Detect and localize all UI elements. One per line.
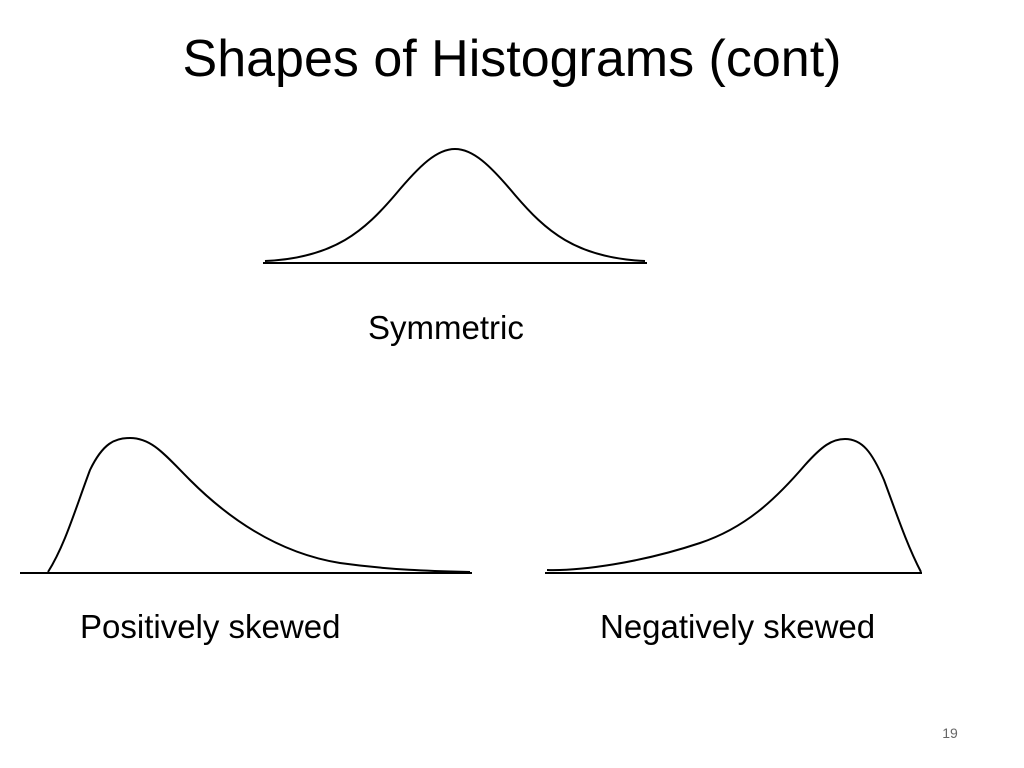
page-number: 19 [942, 725, 958, 741]
positive-skew-label: Positively skewed [80, 608, 341, 645]
symmetric-curve [264, 147, 646, 262]
negative-skew-label: Negatively skewed [600, 608, 876, 645]
negative-skew-curve [546, 437, 922, 573]
symmetric-shape [263, 147, 647, 264]
positive-skew-shape [20, 436, 472, 574]
slide-title: Shapes of Histograms (cont) [182, 30, 842, 88]
negative-skew-shape [545, 437, 922, 574]
symmetric-label: Symmetric [368, 309, 524, 346]
positive-skew-curve [47, 436, 471, 573]
